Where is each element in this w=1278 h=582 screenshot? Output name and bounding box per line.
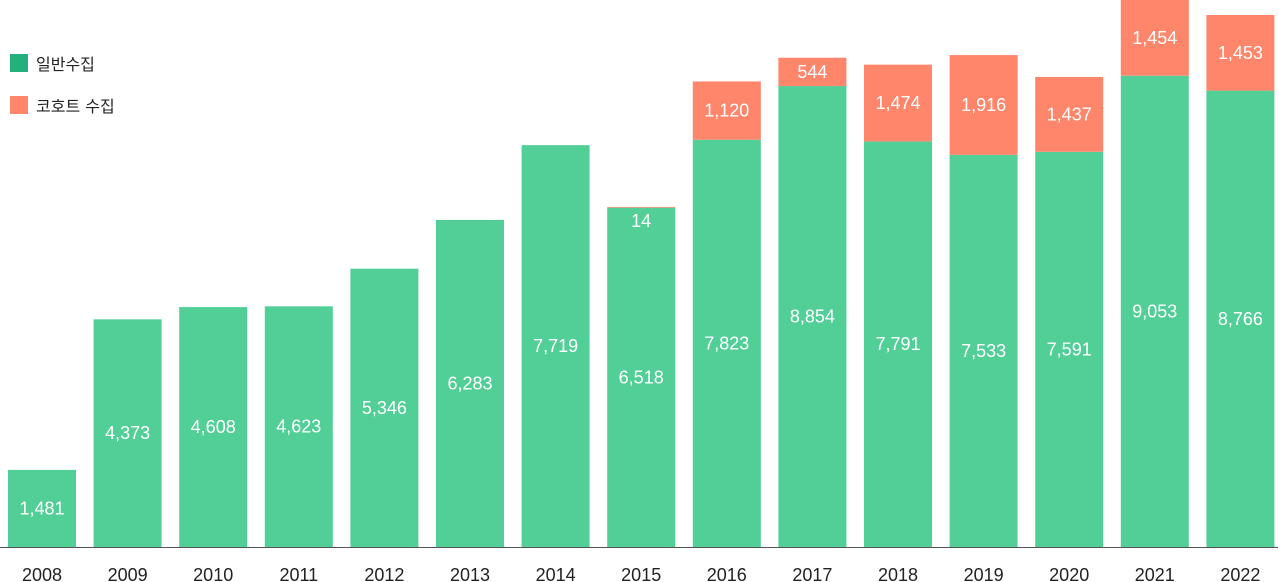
bar-general-2013 xyxy=(436,219,504,547)
bar-general-2018 xyxy=(864,141,932,547)
data-label-general-2016: 7,823 xyxy=(704,333,749,353)
x-tick-label-2010: 2010 xyxy=(193,565,233,582)
data-label-general-2018: 7,791 xyxy=(875,334,920,354)
bar-general-2020 xyxy=(1035,151,1104,547)
legend-item-cohort: 코호트 수집 xyxy=(10,94,115,116)
data-label-cohort-2018: 1,474 xyxy=(875,93,920,113)
legend-swatch-cohort xyxy=(10,96,28,114)
legend-swatch-general xyxy=(10,54,28,72)
bar-cohort-2015 xyxy=(607,206,676,208)
data-label-general-2019: 7,533 xyxy=(961,341,1006,361)
bar-cohort-2021 xyxy=(1120,0,1189,76)
x-tick-label-2022: 2022 xyxy=(1220,565,1260,582)
bar-cohort-2020 xyxy=(1035,76,1104,152)
x-tick-label-2009: 2009 xyxy=(108,565,148,582)
data-label-general-2014: 7,719 xyxy=(533,336,578,356)
bar-general-2014 xyxy=(521,145,590,547)
x-tick-label-2017: 2017 xyxy=(792,565,832,582)
data-label-general-2011: 4,623 xyxy=(276,417,321,437)
x-tick-label-2020: 2020 xyxy=(1049,565,1089,582)
data-label-general-2020: 7,591 xyxy=(1047,339,1092,359)
bar-general-2009 xyxy=(93,319,162,547)
x-tick-label-2016: 2016 xyxy=(707,565,747,582)
x-tick-label-2014: 2014 xyxy=(536,565,576,582)
data-label-cohort-2022: 1,453 xyxy=(1218,43,1263,63)
data-label-general-2008: 1,481 xyxy=(19,498,64,518)
bar-general-2010 xyxy=(179,307,248,547)
bar-general-2008 xyxy=(8,469,76,547)
data-label-cohort-2019: 1,916 xyxy=(961,95,1006,115)
bar-cohort-2022 xyxy=(1206,14,1275,91)
data-label-cohort-2015: 14 xyxy=(631,211,651,231)
x-tick-label-2012: 2012 xyxy=(364,565,404,582)
bar-general-2011 xyxy=(264,306,333,547)
bar-general-2022 xyxy=(1206,90,1275,547)
bar-general-2017 xyxy=(778,86,847,547)
legend-item-general: 일반수집 xyxy=(10,52,115,74)
x-tick-label-2011: 2011 xyxy=(279,565,318,582)
bar-cohort-2019 xyxy=(949,55,1018,155)
data-label-cohort-2016: 1,120 xyxy=(704,101,749,121)
chart-legend: 일반수집 코호트 수집 xyxy=(10,52,115,136)
data-label-general-2017: 8,854 xyxy=(790,307,835,327)
legend-label-cohort: 코호트 수집 xyxy=(36,97,115,116)
x-tick-label-2008: 2008 xyxy=(22,565,62,582)
data-label-general-2015: 6,518 xyxy=(619,367,664,387)
data-label-general-2010: 4,608 xyxy=(191,417,236,437)
data-label-general-2013: 6,283 xyxy=(447,373,492,393)
x-tick-label-2015: 2015 xyxy=(621,565,661,582)
data-label-general-2021: 9,053 xyxy=(1132,301,1177,321)
data-label-general-2009: 4,373 xyxy=(105,423,150,443)
bar-general-2019 xyxy=(949,154,1018,548)
data-label-cohort-2017: 544 xyxy=(797,62,827,82)
bar-cohort-2018 xyxy=(864,64,932,142)
bar-general-2015 xyxy=(607,207,676,547)
bar-general-2021 xyxy=(1120,75,1189,547)
data-label-cohort-2020: 1,437 xyxy=(1047,104,1092,124)
bar-cohort-2016 xyxy=(692,81,761,140)
data-label-general-2012: 5,346 xyxy=(362,398,407,418)
bar-general-2012 xyxy=(350,268,419,547)
x-tick-label-2021: 2021 xyxy=(1135,565,1175,582)
x-tick-label-2019: 2019 xyxy=(964,565,1004,582)
x-tick-label-2018: 2018 xyxy=(878,565,918,582)
bar-general-2016 xyxy=(692,139,761,547)
x-tick-label-2013: 2013 xyxy=(450,565,490,582)
bar-cohort-2017 xyxy=(778,57,847,87)
legend-label-general: 일반수집 xyxy=(36,55,95,74)
data-label-cohort-2021: 1,454 xyxy=(1132,28,1177,48)
data-label-general-2022: 8,766 xyxy=(1218,309,1263,329)
